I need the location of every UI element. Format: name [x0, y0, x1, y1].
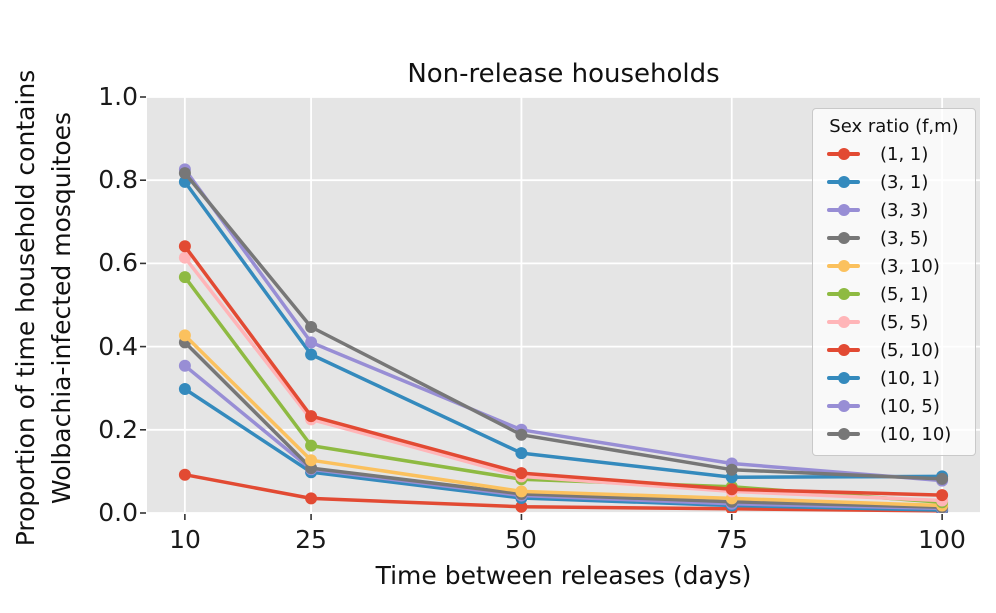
legend-item-label: (5, 10) [880, 339, 940, 361]
legend-marker-icon [838, 400, 850, 412]
data-point [178, 359, 191, 372]
legend-item: (1, 1) [813, 140, 975, 168]
x-axis-label: Time between releases (days) [375, 561, 752, 590]
legend-item: (5, 10) [813, 336, 975, 364]
data-point [178, 271, 191, 284]
legend-line-swatch [827, 400, 860, 412]
legend-item: (5, 5) [813, 308, 975, 336]
legend-marker-icon [838, 372, 850, 384]
legend-item: (3, 10) [813, 252, 975, 280]
y-tick-label: 0.8 [98, 165, 138, 194]
legend-line-swatch [827, 176, 860, 188]
legend-item: (10, 5) [813, 392, 975, 420]
data-point [305, 321, 318, 333]
data-point [515, 467, 528, 480]
legend-marker-icon [838, 148, 850, 160]
data-point [515, 428, 528, 441]
data-point [178, 251, 191, 264]
x-tick-label: 25 [295, 525, 327, 554]
legend-marker-icon [838, 176, 850, 188]
legend-line-swatch [827, 148, 860, 160]
legend-line-swatch [827, 288, 860, 300]
legend-items: (1, 1) (3, 1) (3, 3) (3, 5) (3, 10) [813, 140, 975, 448]
chart-title: Non-release households [407, 59, 720, 89]
x-tick-label: 10 [169, 525, 201, 554]
data-point [515, 500, 528, 513]
data-point [178, 383, 191, 395]
y-axis-label: Proportion of time household contains Wo… [8, 70, 80, 547]
legend-title: Sex ratio (f,m) [829, 116, 959, 137]
series-layer [178, 163, 949, 513]
legend-item: (3, 3) [813, 196, 975, 224]
legend-marker-icon [838, 316, 850, 328]
data-point [305, 336, 318, 349]
legend-line-swatch [827, 316, 860, 328]
data-point [515, 485, 528, 498]
data-point [936, 472, 949, 485]
legend-marker-icon [838, 232, 850, 244]
series-line [178, 167, 949, 485]
data-point [305, 348, 318, 361]
data-point [936, 489, 949, 502]
data-point [725, 483, 738, 496]
data-point [178, 240, 191, 253]
data-point [515, 447, 528, 460]
legend-item-label: (3, 10) [880, 255, 940, 277]
x-tick-label: 50 [505, 525, 537, 554]
tick-marks [140, 96, 943, 520]
series-line [178, 240, 949, 502]
data-point [178, 468, 191, 481]
x-tick-label: 100 [918, 525, 966, 554]
y-tick-label: 1.0 [98, 82, 138, 111]
legend-item-label: (5, 5) [880, 311, 929, 333]
legend-item-label: (10, 5) [880, 395, 940, 417]
data-point [178, 329, 191, 342]
y-axis-label-line1: Proportion of time household contains [11, 69, 40, 547]
legend-item-label: (10, 10) [880, 423, 952, 445]
data-point [305, 492, 318, 505]
y-tick-label: 0.2 [98, 415, 138, 444]
y-axis-label-line2: Wolbachia-infected mosquitoes [47, 111, 76, 505]
y-tick-label: 0.0 [98, 498, 138, 527]
data-point [725, 463, 738, 476]
legend-line-swatch [827, 428, 860, 440]
legend-item: (5, 1) [813, 280, 975, 308]
legend-item-label: (3, 5) [880, 227, 929, 249]
legend-item: (3, 5) [813, 224, 975, 252]
legend-line-swatch [827, 232, 860, 244]
y-tick-label: 0.4 [98, 332, 138, 361]
legend-line-swatch [827, 260, 860, 272]
legend-item-label: (1, 1) [880, 143, 929, 165]
data-point [305, 410, 318, 423]
legend-marker-icon [838, 344, 850, 356]
legend-marker-icon [838, 428, 850, 440]
data-point [305, 439, 318, 452]
legend-item-label: (3, 1) [880, 171, 929, 193]
x-tick-label: 75 [716, 525, 748, 554]
legend-marker-icon [838, 260, 850, 272]
legend-item-label: (3, 3) [880, 199, 929, 221]
legend-item: (3, 1) [813, 168, 975, 196]
legend-line-swatch [827, 204, 860, 216]
legend-item: (10, 10) [813, 420, 975, 448]
legend-line-swatch [827, 344, 860, 356]
legend-item: (10, 1) [813, 364, 975, 392]
legend-marker-icon [838, 288, 850, 300]
legend-item-label: (5, 1) [880, 283, 929, 305]
legend-line-swatch [827, 372, 860, 384]
legend-box: Sex ratio (f,m) (1, 1) (3, 1) (3, 3) (3,… [812, 108, 976, 456]
legend-marker-icon [838, 204, 850, 216]
data-point [178, 167, 191, 180]
y-tick-label: 0.6 [98, 248, 138, 277]
legend-item-label: (10, 1) [880, 367, 940, 389]
data-point [305, 454, 318, 467]
